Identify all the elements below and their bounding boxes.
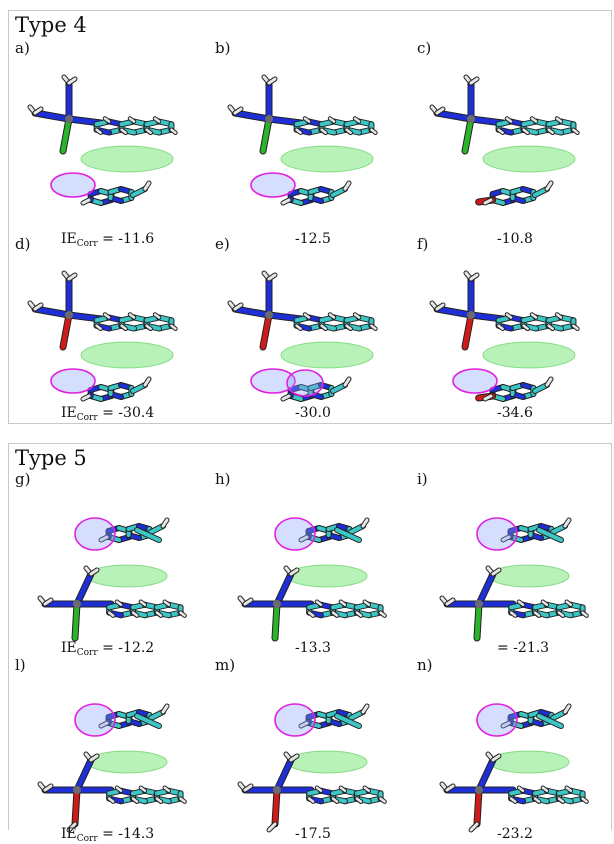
metal-center	[73, 786, 81, 794]
figure-panel-f: f) -34.6	[411, 235, 607, 421]
molecule-render	[237, 703, 387, 833]
metal-center	[65, 115, 73, 123]
panel-title: Type 4	[15, 13, 87, 37]
interaction-isosurface	[482, 341, 576, 369]
molecule-render	[439, 517, 589, 642]
metal-center	[73, 600, 81, 608]
molecule-render	[27, 74, 178, 206]
interaction-energy: = -21.3	[497, 640, 550, 656]
panel-letter: b)	[215, 39, 231, 57]
interaction-energy: -13.3	[295, 640, 331, 656]
figure-panel-d: d) IECorr = -30.4	[9, 235, 205, 423]
interaction-energy: -17.5	[295, 826, 331, 842]
type-4-panel: Type 4 a) IECorr = -11.6 b) -12.5 c) -10.8 d) I…	[8, 10, 612, 424]
interaction-isosurface	[488, 564, 570, 588]
metal-center	[265, 311, 273, 319]
highlight-circle	[286, 369, 324, 397]
metal-center	[265, 115, 273, 123]
interaction-isosurface	[280, 145, 374, 173]
molecule-render	[37, 703, 187, 833]
highlight-circle	[476, 517, 518, 551]
figure-panel-n: n) -23.2	[411, 656, 607, 842]
molecule-render	[429, 74, 580, 206]
figure-panel-e: e) -30.0	[209, 235, 405, 421]
interaction-isosurface	[280, 341, 374, 369]
metal-center	[475, 600, 483, 608]
metal-center	[467, 311, 475, 319]
panel-letter: d)	[15, 235, 31, 253]
metal-center	[65, 311, 73, 319]
metal-center	[273, 600, 281, 608]
interaction-isosurface	[86, 564, 168, 588]
panel-letter: f)	[417, 235, 429, 253]
panel-letter: e)	[215, 235, 230, 253]
panel-letter: a)	[15, 39, 30, 57]
molecule-render	[237, 517, 387, 642]
highlight-circle	[274, 703, 316, 737]
highlight-circle	[250, 368, 296, 394]
figure-panel-b: b) -12.5	[209, 39, 405, 247]
highlight-circle	[452, 368, 498, 394]
panel-letter: c)	[417, 39, 432, 57]
figure-panel-g: g) IECorr = -12.2	[9, 470, 205, 658]
interaction-energy: IECorr = -11.6	[61, 231, 155, 249]
molecule-render	[429, 270, 580, 402]
interaction-isosurface	[286, 564, 368, 588]
molecule-render	[227, 270, 378, 402]
figure-panel-l: l) IECorr = -14.3	[9, 656, 205, 844]
interaction-energy: IECorr = -30.4	[61, 405, 155, 423]
figure-panel-c: c) -10.8	[411, 39, 607, 247]
interaction-energy: -10.8	[497, 231, 533, 247]
interaction-isosurface	[80, 341, 174, 369]
interaction-energy: -23.2	[497, 826, 533, 842]
highlight-circle	[74, 703, 116, 737]
highlight-circle	[50, 368, 96, 394]
highlight-circle	[476, 703, 518, 737]
panel-letter: g)	[15, 470, 31, 488]
interaction-isosurface	[286, 750, 368, 774]
panel-title: Type 5	[15, 446, 87, 470]
panel-letter: l)	[15, 656, 26, 674]
panel-letter: h)	[215, 470, 231, 488]
molecule-render	[227, 74, 378, 206]
interaction-isosurface	[80, 145, 174, 173]
interaction-isosurface	[482, 145, 576, 173]
metal-center	[273, 786, 281, 794]
panel-letter: m)	[215, 656, 236, 674]
figure-panel-a: a) IECorr = -11.6	[9, 39, 205, 249]
metal-center	[467, 115, 475, 123]
type-5-panel: Type 5 g) IECorr = -12.2 h) -13.3 i) = -21.3 l…	[8, 443, 612, 844]
interaction-energy: IECorr = -12.2	[61, 640, 155, 658]
figure-panel-h: h) -13.3	[209, 470, 405, 656]
molecule-render	[37, 517, 187, 642]
interaction-energy: -12.5	[295, 231, 331, 247]
interaction-isosurface	[86, 750, 168, 774]
molecule-render	[27, 270, 178, 402]
interaction-energy: -34.6	[497, 405, 533, 421]
panel-letter: i)	[417, 470, 428, 488]
panel-letter: n)	[417, 656, 433, 674]
highlight-circle	[250, 172, 296, 198]
highlight-circle	[50, 172, 96, 198]
figure-panel-m: m) -17.5	[209, 656, 405, 842]
figure-panel-i: i) = -21.3	[411, 470, 607, 656]
interaction-energy: IECorr = -14.3	[61, 826, 155, 844]
molecule-render	[439, 703, 589, 833]
highlight-circle	[274, 517, 316, 551]
interaction-isosurface	[488, 750, 570, 774]
highlight-circle	[74, 517, 116, 551]
interaction-energy: -30.0	[295, 405, 331, 421]
metal-center	[475, 786, 483, 794]
